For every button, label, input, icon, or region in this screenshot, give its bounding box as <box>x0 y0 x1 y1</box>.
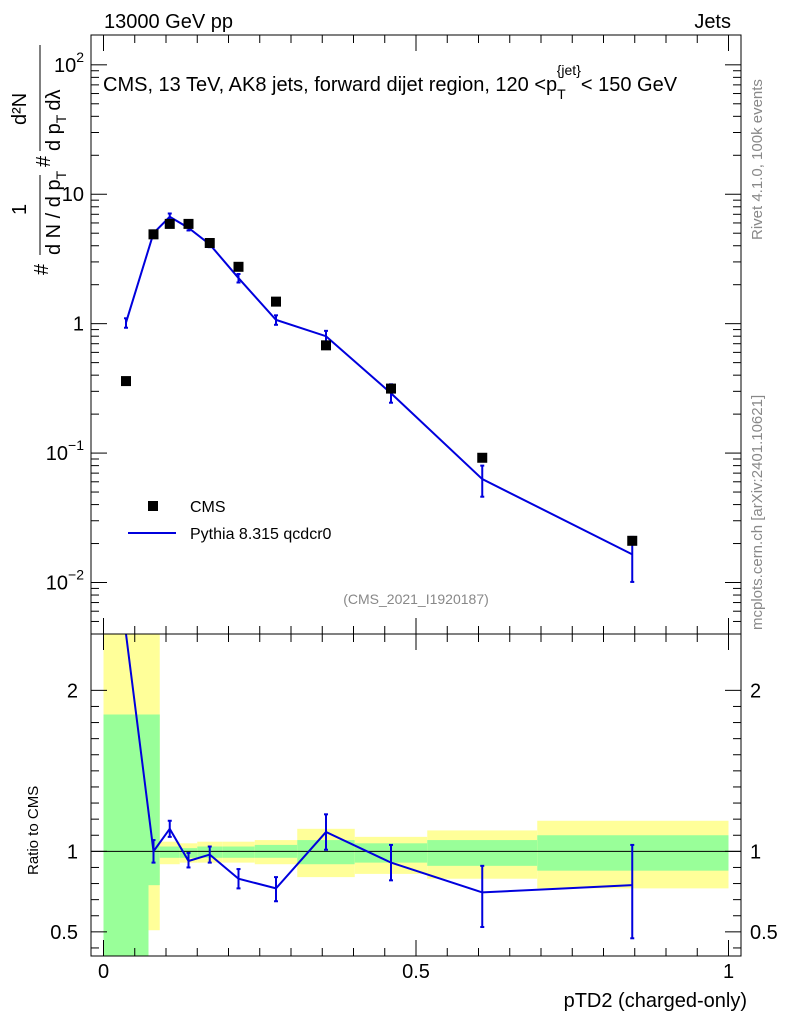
ylabel-denom-sub: T <box>53 170 69 179</box>
main-y-tick-base: 10 <box>46 443 68 465</box>
svg-text:d pTdλ: d pTdλ <box>43 90 69 152</box>
main-y-tick-exp: −1 <box>68 437 84 453</box>
ratio-plot: 0.5 0.5 1 1 2 2 0 0.5 1 <box>50 633 778 983</box>
legend-marker-cms <box>148 501 158 511</box>
ratio-plot-frame <box>90 633 742 957</box>
ylabel-hash2: # <box>33 155 55 167</box>
header-left: 13000 GeV pp <box>104 11 233 33</box>
cms-data-point <box>477 452 488 463</box>
cms-data-point <box>183 218 194 229</box>
cms-data-point <box>164 218 175 229</box>
cms-data-point <box>233 261 244 272</box>
main-y-tick-base: 10 <box>46 572 68 594</box>
ylabel-den2-sub: T <box>53 114 69 123</box>
ylabel-den2: d p <box>43 123 65 151</box>
x-tick-label: 1 <box>723 961 734 983</box>
svg-text:d N / d pT: d N / d pT <box>43 170 69 255</box>
svg-text:#: # <box>31 263 53 275</box>
ratio-y-tick-label: 0.5 <box>50 922 78 944</box>
cms-data-point <box>204 238 215 249</box>
main-y-axis-label: # 1 d N / d pT # d²N d pTdλ <box>9 45 69 275</box>
ratio-y-tick-label: 1 <box>67 841 78 863</box>
ratio-y-tick-label-right: 1 <box>750 841 761 863</box>
pythia-line <box>125 215 633 556</box>
main-y-tick-base: 10 <box>54 55 76 77</box>
ratio-y-tick-label-right: 0.5 <box>750 922 778 944</box>
ylabel-one: 1 <box>9 204 31 215</box>
main-y-tick-label: 10−2 <box>46 566 84 594</box>
ylabel-hash: # <box>31 263 53 275</box>
header-right: Jets <box>694 11 731 33</box>
analysis-tag: (CMS_2021_I1920187) <box>343 591 489 607</box>
ylabel-d2n: d²N <box>9 93 31 125</box>
main-y-tick-label: 10−1 <box>46 437 84 465</box>
rivet-label: Rivet 4.1.0, 100k events <box>749 79 766 240</box>
svg-text:CMS, 13 TeV, AK8 jets, forward: CMS, 13 TeV, AK8 jets, forward dijet reg… <box>103 62 678 102</box>
legend-label-pythia: Pythia 8.315 qcdcr0 <box>190 526 332 543</box>
legend: CMS Pythia 8.315 qcdcr0 <box>128 499 332 543</box>
main-title-tail: < 150 GeV <box>581 74 678 96</box>
main-title: CMS, 13 TeV, AK8 jets, forward dijet reg… <box>103 62 678 102</box>
ylabel-den2-tail: dλ <box>43 90 65 111</box>
x-tick-label: 0 <box>98 961 109 983</box>
cms-data-point <box>121 376 131 387</box>
cms-data-point <box>386 383 396 394</box>
main-y-tick-label: 1 <box>73 314 84 336</box>
legend-label-cms: CMS <box>190 499 226 516</box>
cms-data-point <box>627 535 638 546</box>
main-title-sub: T <box>557 86 566 102</box>
main-y-tick-exp: −2 <box>68 566 84 582</box>
uncertainty-band-green <box>159 846 180 858</box>
cms-data-point <box>321 340 331 351</box>
ratio-y-axis-label: Ratio to CMS <box>25 786 42 875</box>
ylabel-denom: d N / d p <box>43 179 65 255</box>
ratio-y-tick-label-right: 2 <box>750 680 761 702</box>
uncertainty-band-green <box>427 840 538 866</box>
ratio-y-tick-label: 2 <box>67 680 78 702</box>
cms-data-point <box>148 229 159 240</box>
main-y-tick-label: 102 <box>54 49 84 77</box>
main-title-text: CMS, 13 TeV, AK8 jets, forward dijet reg… <box>103 74 557 96</box>
x-axis-label: pTD2 (charged-only) <box>564 990 747 1012</box>
cms-data-point <box>271 296 281 307</box>
mcplots-label: mcplots.cern.ch [arXiv:2401.10621] <box>749 395 766 630</box>
x-tick-label: 0.5 <box>402 961 430 983</box>
main-plot-frame <box>90 34 742 635</box>
main-title-sup: {jet} <box>557 62 581 78</box>
uncertainty-band-green <box>222 846 255 858</box>
main-y-tick-label: 10 <box>62 184 84 206</box>
main-y-tick-exp: 2 <box>76 49 84 65</box>
uncertainty-band-green <box>148 714 160 886</box>
